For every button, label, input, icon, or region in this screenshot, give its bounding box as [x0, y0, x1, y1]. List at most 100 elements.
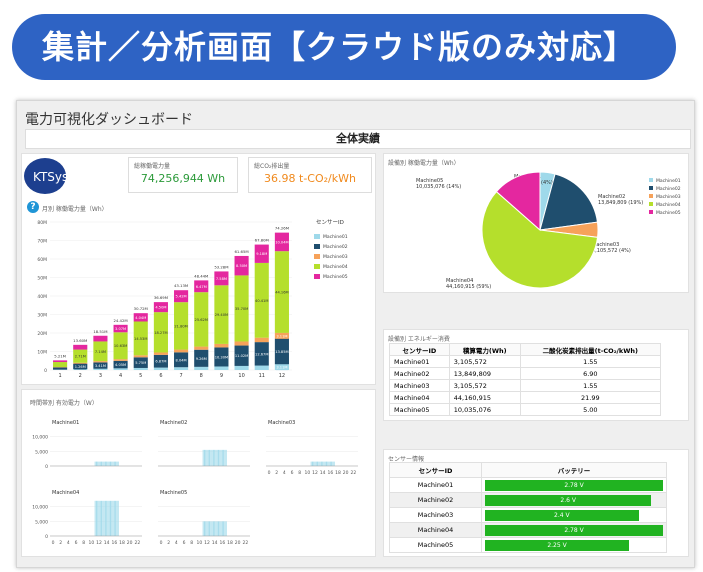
total-label: 36.69M: [154, 295, 168, 300]
segment-label-bg: [195, 355, 208, 362]
table-row: Machine02 2.6 V: [389, 492, 667, 508]
hourly-bar: [329, 461, 331, 466]
hourly-bar: [107, 500, 109, 536]
battery-cell-id: Machine03: [389, 507, 482, 523]
hourly-bar: [220, 449, 222, 466]
segment-label: 10.63M: [114, 344, 127, 348]
bar-segment: [93, 335, 108, 342]
page-banner: 集計／分析画面【クラウド版のみ対応】: [12, 14, 676, 80]
hourly-bar: [99, 461, 101, 466]
hourly-bar: [212, 449, 214, 466]
y-tick-label: 10,000: [32, 435, 48, 441]
hourly-bar: [96, 500, 97, 536]
help-icon[interactable]: ?: [27, 201, 39, 213]
segment-label: 10.04M: [275, 240, 288, 244]
segment-label-bg: [275, 332, 288, 339]
total-label: 74.26M: [275, 226, 289, 231]
x-tick-label: 14: [320, 470, 326, 476]
segment-label-bg: [175, 356, 188, 363]
segment-label-bg: [114, 361, 127, 368]
segment-label-bg: [74, 353, 87, 360]
y-tick-label: 80M: [37, 220, 47, 226]
x-tick-label: 1: [58, 373, 61, 379]
dashboard-window: 電力可視化ダッシュボード 全体実績 KTSystem 総稼働電力量 74,256…: [16, 100, 695, 568]
hourly-bar: [110, 500, 111, 536]
hourly-bar: [202, 449, 204, 466]
hourly-bar: [115, 461, 117, 466]
y-tick-label: 60M: [37, 257, 47, 263]
y-tick-label: 5,000: [35, 519, 48, 525]
bar-segment: [133, 367, 148, 370]
bar-segment: [153, 367, 168, 370]
x-tick-label: 14: [212, 540, 218, 546]
x-tick-label: 7: [179, 373, 182, 379]
bar-segment: [73, 369, 88, 370]
hourly-bar: [327, 461, 329, 466]
segment-label: 3.11M: [276, 366, 287, 370]
hourly-bar: [102, 461, 104, 466]
segment-label: 2.71M: [75, 355, 86, 359]
x-tick-label: 6: [75, 540, 78, 546]
legend-item: Machine02: [656, 186, 681, 192]
hourly-bar: [96, 461, 97, 466]
bar-segment: [254, 365, 269, 370]
segment-label-bg: [235, 305, 248, 312]
x-tick-label: 22: [134, 540, 140, 546]
segment-label: 5.42M: [176, 295, 187, 299]
x-tick-label: 5: [139, 373, 142, 379]
hourly-bar: [326, 461, 327, 466]
hourly-bar: [314, 461, 316, 466]
x-tick-label: 10: [304, 470, 310, 476]
hourly-bar: [107, 461, 109, 466]
legend-swatch: [649, 178, 653, 182]
segment-label-bg: [275, 364, 288, 371]
hourly-chart-title: 時間帯別 有効電力（W）: [30, 400, 98, 407]
hourly-bar: [218, 521, 219, 536]
pie-slice-label: Machine05 10,035,076 (14%): [416, 178, 461, 190]
segment-label-bg: [74, 363, 87, 370]
kpi-power-label: 総稼働電力量: [134, 163, 171, 170]
segment-label: 9.18M: [256, 252, 267, 256]
hourly-bar: [108, 461, 110, 466]
hourly-bar: [317, 461, 319, 466]
kpi-co2-card: 総CO₂排出量 36.98 t-CO₂/kWh: [248, 157, 372, 193]
hourly-bar: [106, 461, 108, 466]
hourly-bar: [215, 449, 217, 466]
hourly-bar: [101, 461, 103, 466]
hourly-power-chart: Machine01 0 5,000 10,000 Machine02 Machine03 0…: [32, 420, 358, 546]
segment-label-bg: [255, 297, 268, 304]
segment-label-bg: [94, 348, 107, 355]
x-tick-label: 0: [52, 540, 55, 546]
segment-label: 5.75M: [135, 361, 146, 365]
hourly-bar: [221, 521, 223, 536]
legend-swatch: [314, 244, 320, 249]
table-row: Machine01 3,105,572 1.55: [389, 355, 662, 368]
hourly-bar: [102, 500, 104, 536]
energy-cell-wh: 13,849,809: [448, 367, 521, 380]
hourly-bar: [98, 461, 100, 466]
hourly-bar: [210, 521, 212, 536]
hourly-bar: [99, 500, 101, 536]
hourly-bar: [207, 521, 209, 536]
segment-label-bg: [134, 335, 147, 342]
legend-swatch: [314, 254, 320, 259]
dashboard-title: 電力可視化ダッシュボード: [25, 112, 193, 128]
bar-segment: [113, 359, 128, 361]
hourly-bar: [332, 461, 334, 466]
x-tick-label: 20: [235, 540, 241, 546]
hourly-bar: [106, 500, 108, 536]
y-tick-label: 20M: [37, 331, 47, 337]
hourly-bar: [219, 521, 221, 536]
hourly-bar: [331, 461, 333, 466]
bar-segment: [133, 355, 148, 358]
energy-cell-co2: 21.99: [519, 391, 662, 404]
hourly-bar: [117, 461, 119, 466]
hourly-bar: [112, 461, 114, 466]
x-tick-label: 8: [200, 373, 203, 379]
x-tick-label: 16: [219, 540, 225, 546]
segment-label-bg: [195, 283, 208, 290]
table-row: Machine05 2.25 V: [389, 537, 667, 553]
total-label: 48.44M: [194, 273, 208, 278]
logo-text: KTSystem: [33, 170, 92, 184]
